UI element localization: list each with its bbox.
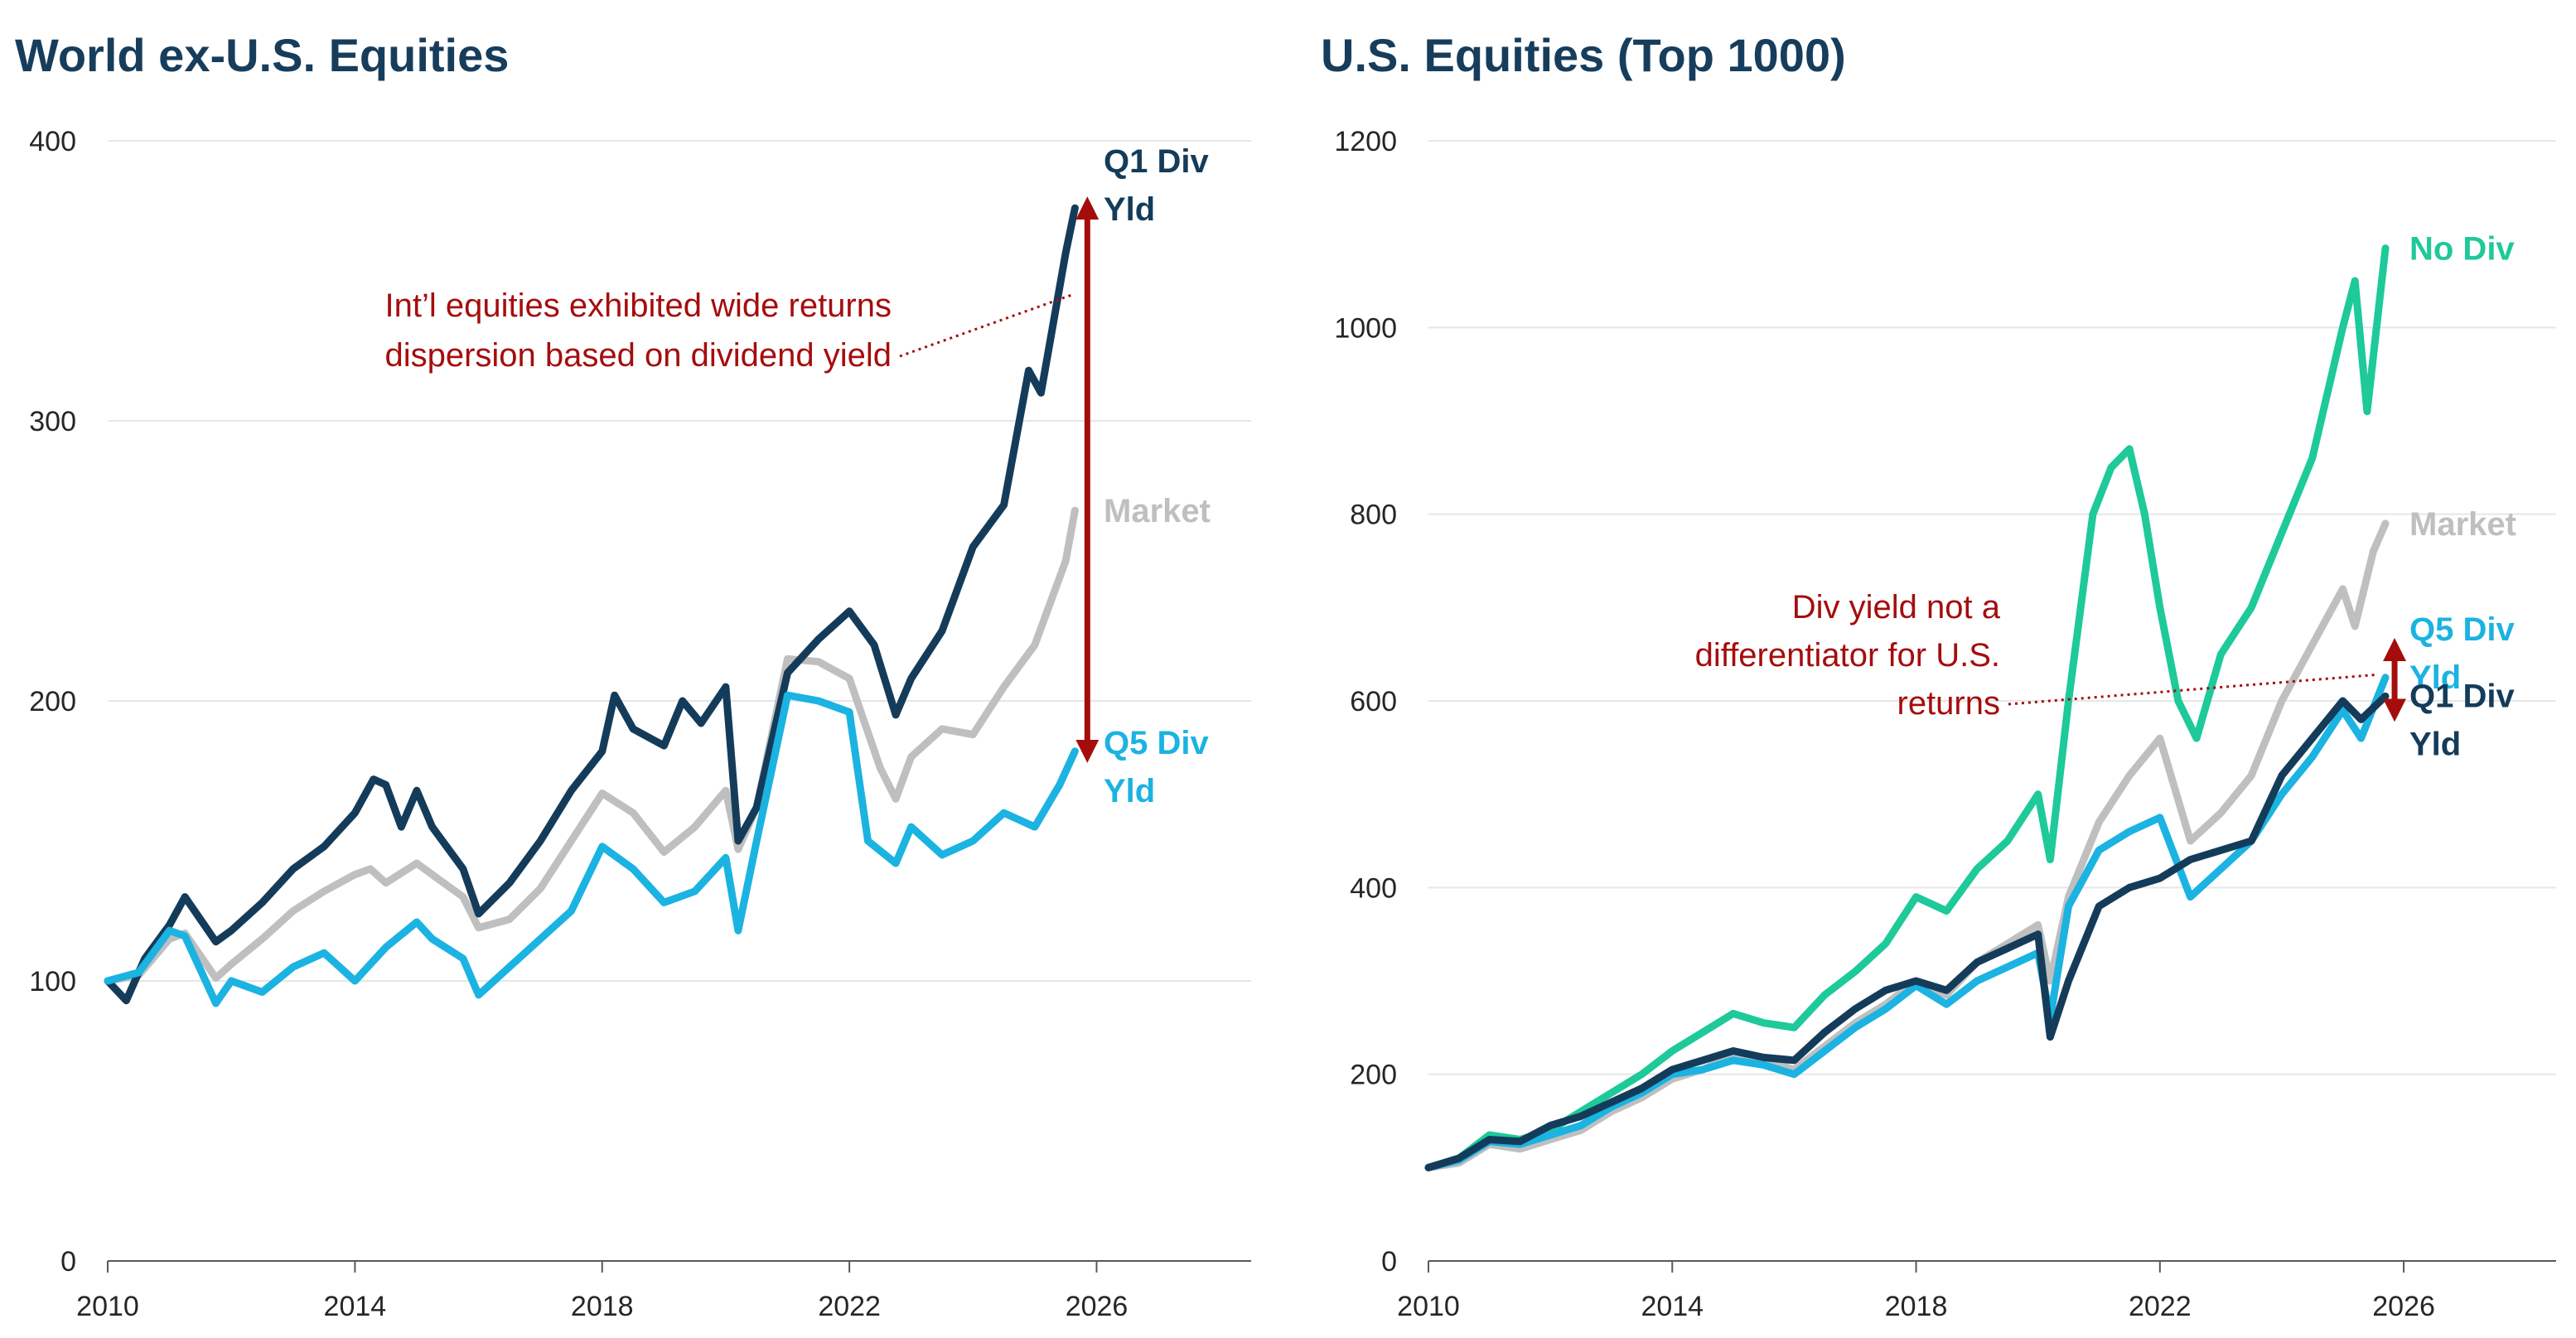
annotation-text: Div yield not a differentiator for U.S. re… <box>1695 589 2001 722</box>
y-tick-label: 1200 <box>1334 126 1397 157</box>
series-line-market <box>1424 519 2390 1171</box>
y-tick-label: 400 <box>29 126 76 157</box>
series-label-q1: Q1 Div Yld <box>2409 678 2515 762</box>
y-tick-label: 0 <box>60 1246 76 1278</box>
chart-world: 0 100 200 300 400 2010 2014 2018 2022 2026 Market Q… <box>29 126 1251 1322</box>
series-label-q5: Q5 Div Yld <box>2409 611 2515 696</box>
series-line-q1 <box>104 204 1079 1005</box>
y-tick-label: 800 <box>1350 500 1397 531</box>
series-label-q5: Q5 Div Yld <box>1104 725 1209 809</box>
x-tick-label: 2022 <box>2129 1291 2192 1322</box>
series-line-q1 <box>1424 692 2390 1171</box>
chart-us: 0 200 400 600 800 1000 1200 2010 2014 2018 2022 202… <box>1334 126 2556 1322</box>
y-tick-label: 0 <box>1381 1246 1397 1278</box>
chart-title-world: World ex-U.S. Equities <box>15 29 510 81</box>
chart-title-us: U.S. Equities (Top 1000) <box>1321 29 1846 81</box>
series-label-market: Market <box>2409 506 2516 543</box>
series-line-nodiv <box>1424 244 2390 1171</box>
x-tick-label: 2010 <box>76 1291 139 1322</box>
series-line-q5 <box>1424 674 2390 1171</box>
x-tick-label: 2022 <box>818 1291 881 1322</box>
y-tick-label: 300 <box>29 406 76 437</box>
y-tick-label: 200 <box>1350 1060 1397 1091</box>
x-tick-label: 2018 <box>571 1291 634 1322</box>
y-tick-label: 400 <box>1350 872 1397 904</box>
x-tick-label: 2010 <box>1397 1291 1460 1322</box>
series-label-q1: Q1 Div Yld <box>1104 143 1209 228</box>
y-tick-label: 100 <box>29 966 76 997</box>
y-tick-label: 200 <box>29 686 76 717</box>
series-line-market <box>104 506 1079 985</box>
series-line-q5 <box>104 691 1079 1007</box>
annotation-text: Int’l equities exhibited wide returns dis… <box>384 287 892 374</box>
x-tick-label: 2026 <box>2372 1291 2435 1322</box>
series-label-market: Market <box>1104 493 1211 529</box>
y-tick-label: 1000 <box>1334 312 1397 344</box>
x-tick-label: 2026 <box>1066 1291 1129 1322</box>
x-tick-label: 2018 <box>1885 1291 1948 1322</box>
y-tick-label: 600 <box>1350 686 1397 717</box>
x-tick-label: 2014 <box>1641 1291 1704 1322</box>
annotation-leader-line <box>2008 673 2377 706</box>
series-label-nodiv: No Div <box>2409 231 2515 268</box>
x-tick-label: 2014 <box>324 1291 387 1322</box>
